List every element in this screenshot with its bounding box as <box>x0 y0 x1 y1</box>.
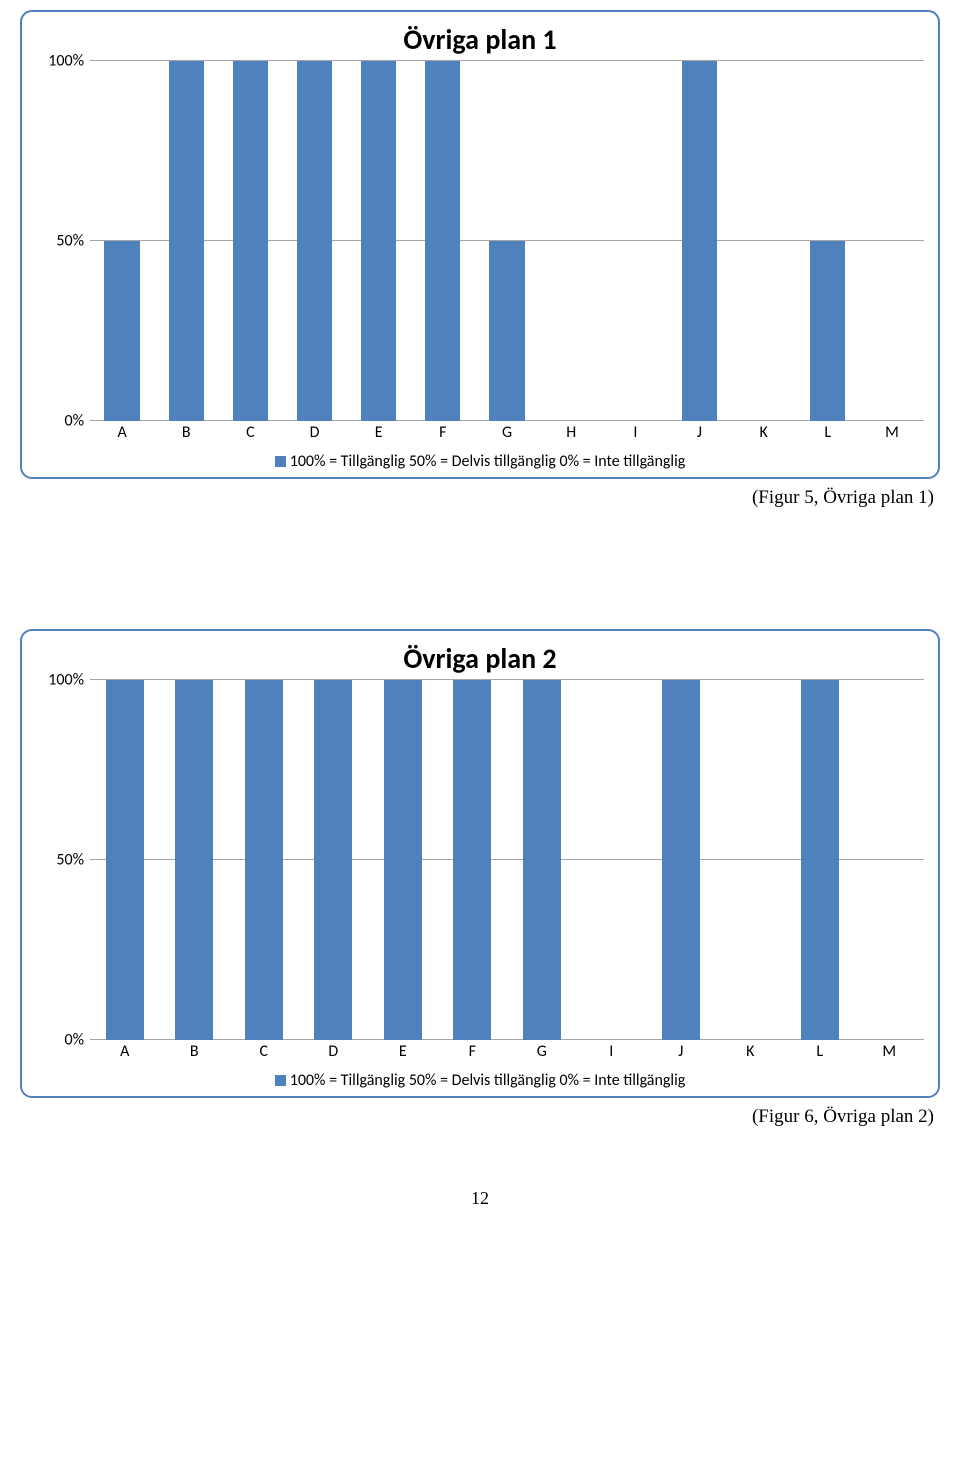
y-axis-label: 100% <box>48 52 84 71</box>
bar <box>682 61 717 421</box>
x-axis: ABCDEFGIJKLM <box>90 1042 924 1061</box>
bar <box>489 241 524 421</box>
plot-area <box>90 61 924 421</box>
legend: 100% = Tillgänglig 50% = Delvis tillgäng… <box>36 1071 924 1090</box>
page-number: 12 <box>0 1188 960 1229</box>
bar <box>453 680 491 1040</box>
spacer <box>0 509 960 619</box>
page: Övriga plan 1 0%50%100% ABCDEFGHIJKLM 10… <box>0 10 960 1229</box>
bar <box>169 61 204 421</box>
legend-text: 100% = Tillgänglig 50% = Delvis tillgäng… <box>290 1071 686 1090</box>
figure-caption: (Figur 6, Övriga plan 2) <box>0 1106 934 1128</box>
chart-body: 0%50%100% <box>36 680 924 1040</box>
x-axis-label: I <box>577 1042 647 1061</box>
x-axis-label: G <box>475 423 539 442</box>
x-axis-label: M <box>855 1042 925 1061</box>
bar <box>104 241 139 421</box>
bar <box>523 680 561 1040</box>
x-axis-label: C <box>218 423 282 442</box>
legend-swatch-icon <box>275 1075 286 1086</box>
x-axis-label: A <box>90 423 154 442</box>
x-axis-label: D <box>299 1042 369 1061</box>
bar <box>245 680 283 1040</box>
y-axis-label: 100% <box>48 671 84 690</box>
bar <box>662 680 700 1040</box>
bar <box>175 680 213 1040</box>
x-axis-label: B <box>160 1042 230 1061</box>
x-axis-label: L <box>796 423 860 442</box>
x-axis-label: E <box>368 1042 438 1061</box>
x-axis-label: H <box>539 423 603 442</box>
bar <box>384 680 422 1040</box>
y-axis-label: 0% <box>64 412 84 431</box>
x-axis: ABCDEFGHIJKLM <box>90 423 924 442</box>
x-axis-label: L <box>785 1042 855 1061</box>
chart-panel-2: Övriga plan 2 0%50%100% ABCDEFGIJKLM 100… <box>20 629 940 1098</box>
legend: 100% = Tillgänglig 50% = Delvis tillgäng… <box>36 452 924 471</box>
x-axis-label: C <box>229 1042 299 1061</box>
bar <box>425 61 460 421</box>
x-axis-label: K <box>716 1042 786 1061</box>
x-axis-label: J <box>667 423 731 442</box>
bar <box>233 61 268 421</box>
bar <box>801 680 839 1040</box>
bar <box>361 61 396 421</box>
y-axis: 0%50%100% <box>36 680 90 1040</box>
x-axis-label: M <box>860 423 924 442</box>
x-axis-label: K <box>732 423 796 442</box>
x-axis-label: A <box>90 1042 160 1061</box>
legend-text: 100% = Tillgänglig 50% = Delvis tillgäng… <box>290 452 686 471</box>
x-axis-label: E <box>347 423 411 442</box>
bar <box>106 680 144 1040</box>
x-axis-label: F <box>411 423 475 442</box>
chart-title: Övriga plan 2 <box>36 641 924 676</box>
x-axis-label: D <box>282 423 346 442</box>
bar <box>297 61 332 421</box>
y-axis-label: 50% <box>56 232 84 251</box>
x-axis-label: I <box>603 423 667 442</box>
x-axis-label: B <box>154 423 218 442</box>
y-axis-label: 50% <box>56 851 84 870</box>
chart-panel-1: Övriga plan 1 0%50%100% ABCDEFGHIJKLM 10… <box>20 10 940 479</box>
chart-title: Övriga plan 1 <box>36 22 924 57</box>
bar <box>810 241 845 421</box>
y-axis: 0%50%100% <box>36 61 90 421</box>
bar <box>314 680 352 1040</box>
plot-area <box>90 680 924 1040</box>
chart-body: 0%50%100% <box>36 61 924 421</box>
legend-swatch-icon <box>275 456 286 467</box>
x-axis-label: J <box>646 1042 716 1061</box>
y-axis-label: 0% <box>64 1031 84 1050</box>
x-axis-label: F <box>438 1042 508 1061</box>
figure-caption: (Figur 5, Övriga plan 1) <box>0 487 934 509</box>
x-axis-label: G <box>507 1042 577 1061</box>
